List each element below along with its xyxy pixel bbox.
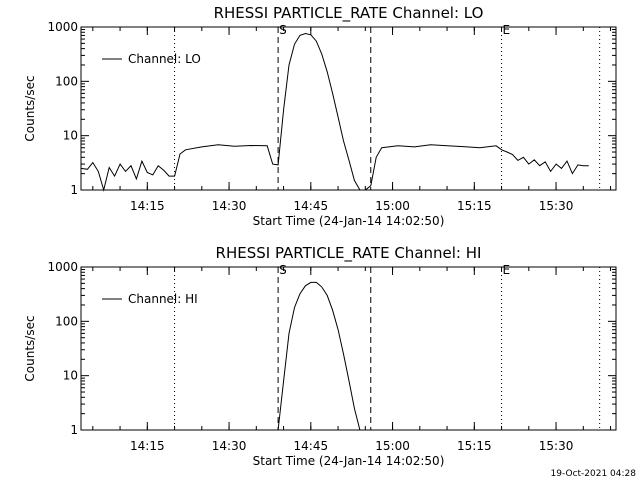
x-tick-label: 15:15 — [457, 439, 492, 453]
y-tick-label: 1000 — [47, 260, 78, 274]
y-tick-label: 10 — [63, 129, 78, 143]
x-tick-label: 14:45 — [294, 439, 329, 453]
y-tick-label: 10 — [63, 369, 78, 383]
plot-frame — [80, 26, 617, 191]
legend-label: Channel: HI — [128, 292, 198, 306]
x-tick-label: 15:00 — [375, 199, 410, 213]
marker-s: S — [279, 23, 287, 37]
x-axis-label: Start Time (24-Jan-14 14:02:50) — [253, 214, 445, 228]
chart-title: RHESSI PARTICLE_RATE Channel: HI — [216, 244, 482, 263]
marker-s: S — [279, 263, 287, 277]
x-tick-label: 15:15 — [457, 199, 492, 213]
x-tick-label: 14:30 — [212, 199, 247, 213]
x-tick-label: 14:30 — [212, 439, 247, 453]
y-axis-label: Counts/sec — [23, 315, 37, 381]
marker-e: E — [503, 263, 511, 277]
y-tick-label: 1 — [70, 423, 78, 437]
plot-frame — [80, 266, 617, 431]
x-tick-label: 15:00 — [375, 439, 410, 453]
footer-stamp: 19-Oct-2021 04:28 — [551, 469, 637, 479]
marker-e: E — [503, 23, 511, 37]
chart-panel: RHESSI PARTICLE_RATE Channel: LO 1 10 100 10… — [23, 4, 617, 228]
x-tick-label: 15:30 — [539, 439, 574, 453]
x-tick-label: 14:45 — [294, 199, 329, 213]
x-tick-label: 14:15 — [130, 439, 165, 453]
x-tick-label: 14:15 — [130, 199, 165, 213]
x-axis-label: Start Time (24-Jan-14 14:02:50) — [253, 454, 445, 468]
y-tick-label: 100 — [55, 74, 78, 88]
series-line — [80, 32, 589, 192]
y-tick-label: 100 — [55, 314, 78, 328]
chart-title: RHESSI PARTICLE_RATE Channel: LO — [214, 4, 484, 23]
chart-panel: RHESSI PARTICLE_RATE Channel: HI 1 10 100 10… — [23, 244, 617, 468]
y-tick-label: 1000 — [47, 20, 78, 34]
x-tick-label: 15:30 — [539, 199, 574, 213]
legend-label: Channel: LO — [128, 52, 201, 66]
y-tick-label: 1 — [70, 183, 78, 197]
series-line — [277, 281, 361, 431]
y-axis-label: Counts/sec — [23, 75, 37, 141]
